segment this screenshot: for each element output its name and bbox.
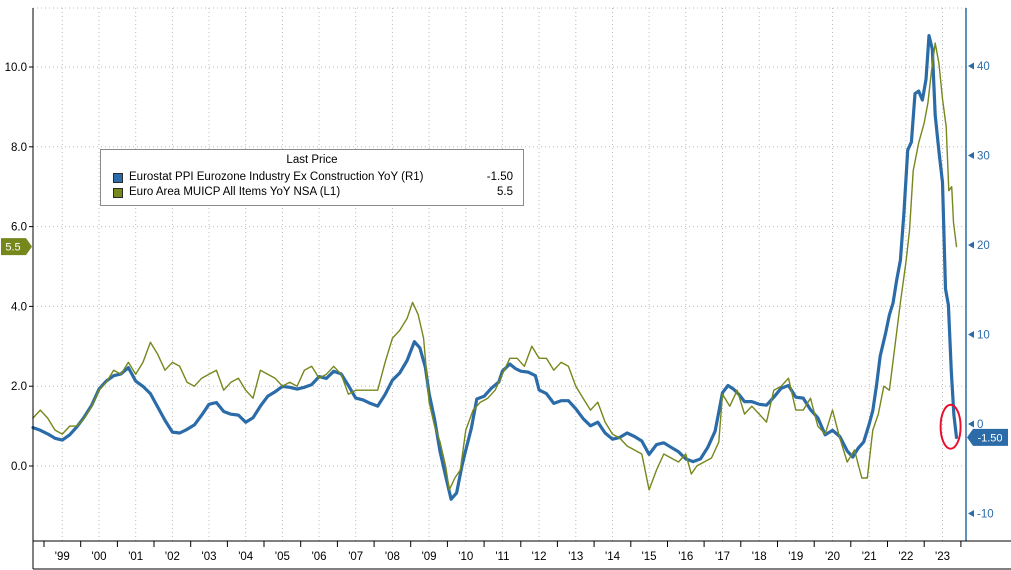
right-axis-tick-arrow: [968, 420, 974, 428]
legend-value-ppi: -1.50: [486, 171, 513, 183]
x-axis-year-label: '03: [202, 551, 217, 563]
legend-box: Last Price Eurostat PPI Eurozone Industr…: [100, 149, 524, 206]
right-axis-tick-label: 30: [977, 151, 990, 163]
x-axis-year-label: '13: [568, 551, 583, 563]
right-axis-tick-arrow: [968, 331, 974, 338]
x-axis-year-label: '23: [935, 551, 950, 563]
right-axis-tick-arrow: [968, 62, 974, 70]
right-axis-tick-arrow: [968, 510, 974, 517]
legend-swatch-ppi: [113, 172, 123, 183]
x-axis-year-label: '10: [458, 551, 473, 563]
legend-row-ppi: Eurostat PPI Eurozone Industry Ex Constr…: [101, 170, 523, 185]
x-axis-year-label: '99: [55, 551, 70, 563]
left-axis-tick-label: 0.0: [11, 461, 27, 473]
x-axis-year-label: '00: [92, 551, 107, 563]
legend-label-hicp: Euro Area MUICP All Items YoY NSA (L1): [129, 186, 341, 198]
series-line-hicp: [32, 42, 958, 491]
x-axis-year-label: '01: [128, 551, 143, 563]
right-axis-tick-arrow: [968, 241, 974, 249]
legend-value-hicp: 5.5: [497, 186, 513, 198]
highlight-ellipse: [939, 403, 962, 450]
x-axis-year-label: '04: [238, 551, 254, 563]
x-axis-year-label: '07: [348, 551, 363, 563]
left-axis-tick-label: 4.0: [11, 301, 27, 313]
x-axis-year-label: '16: [678, 551, 693, 563]
x-axis-year-label: '05: [275, 551, 290, 563]
x-axis-year-label: '21: [862, 551, 877, 563]
right-axis-tick-arrow: [968, 152, 974, 159]
x-axis-year-label: '12: [532, 551, 547, 563]
legend-title: Last Price: [286, 154, 338, 166]
right-axis-tick-label: 20: [977, 240, 990, 252]
right-axis-tick-label: 40: [977, 61, 990, 73]
x-axis-year-label: '11: [495, 551, 509, 563]
right-axis-value-badge: [967, 428, 1008, 446]
x-axis-year-label: '08: [385, 551, 400, 563]
x-axis-year-label: '15: [642, 551, 657, 563]
right-axis-tick-label: 0: [977, 419, 983, 431]
left-axis-tick-label: 8.0: [11, 142, 27, 154]
x-axis-year-label: '17: [715, 551, 730, 563]
left-axis-value-badge: [1, 238, 32, 256]
left-axis-value-badge-label: 5.5: [5, 242, 20, 254]
x-axis-year-label: '18: [752, 551, 767, 563]
series-line-ppi: [31, 33, 959, 501]
right-axis-value-badge-label: -1.50: [977, 432, 1002, 444]
x-axis-year-label: '19: [788, 551, 803, 563]
x-axis-year-label: '06: [312, 551, 327, 563]
right-axis-tick-label: 10: [977, 330, 990, 342]
x-axis-year-label: '20: [825, 551, 840, 563]
left-axis-tick-label: 6.0: [11, 222, 27, 234]
right-axis-tick-label: -10: [977, 509, 994, 521]
x-axis-year-label: '09: [422, 551, 437, 563]
legend-label-ppi: Eurostat PPI Eurozone Industry Ex Constr…: [129, 171, 424, 183]
legend-swatch-hicp: [113, 187, 123, 198]
x-axis-year-label: '14: [605, 551, 621, 563]
x-axis-year-label: '02: [165, 551, 180, 563]
legend-row-hicp: Euro Area MUICP All Items YoY NSA (L1) 5…: [101, 185, 523, 200]
x-axis-year-label: '22: [898, 551, 913, 563]
left-axis-tick-label: 10.0: [5, 62, 27, 74]
left-axis-tick-label: 2.0: [11, 381, 27, 393]
